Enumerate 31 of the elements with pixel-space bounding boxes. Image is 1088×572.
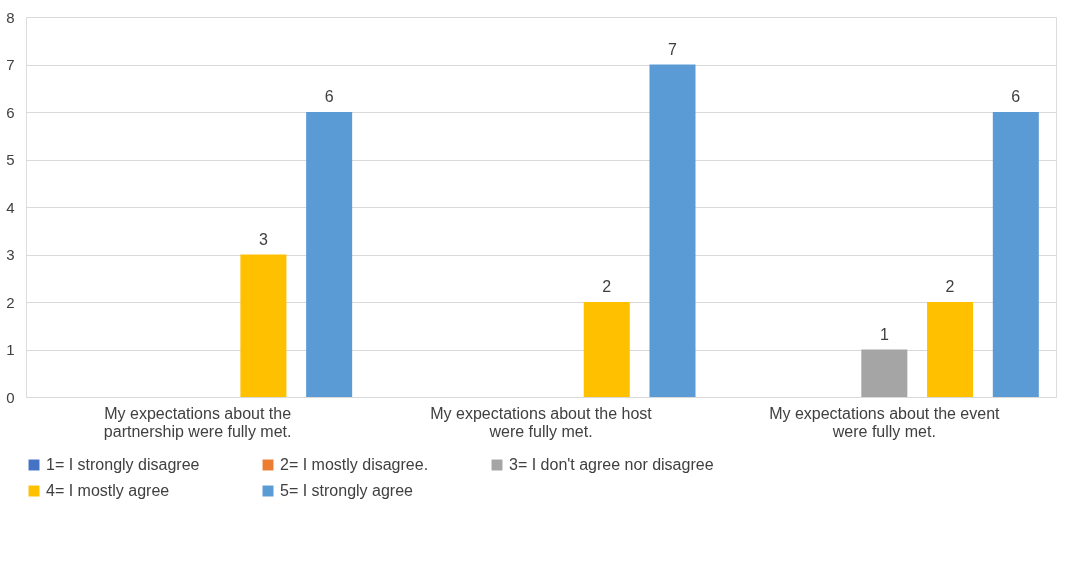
legend-label: 5= I strongly agree: [280, 482, 414, 499]
data-label: 1: [879, 325, 889, 343]
bar: [583, 302, 630, 397]
bar: [992, 112, 1039, 397]
data-label: 2: [945, 278, 955, 295]
data-label: 6: [1011, 88, 1021, 105]
y-tick-label: 8: [6, 8, 15, 26]
bar: [861, 349, 908, 397]
bar: [649, 64, 696, 397]
data-label: 6: [324, 88, 334, 105]
data-label: 7: [668, 40, 678, 58]
x-tick-label: My expectations about the host were fully met.: [430, 404, 653, 440]
data-label: 3: [258, 230, 268, 248]
y-tick-label: 2: [6, 293, 15, 311]
y-tick-label: 4: [6, 198, 15, 216]
bar: [927, 302, 974, 397]
y-tick-label: 7: [6, 56, 15, 73]
x-tick-label: My expectations about the event were fully met.: [769, 404, 1001, 440]
y-tick-label: 5: [6, 151, 15, 168]
legend-label: 2= I mostly disagree.: [280, 456, 429, 473]
y-tick-label: 0: [6, 388, 15, 406]
bar: [306, 112, 353, 397]
y-tick-label: 6: [6, 103, 15, 121]
x-tick-label: My expectations about the partnership were fully met.: [103, 404, 292, 440]
y-tick-label: 1: [6, 341, 15, 358]
legend-label: 1= I strongly disagree: [46, 456, 200, 473]
legend-label: 4= I mostly agree: [46, 482, 170, 499]
legend-label: 3= I don't agree nor disagree: [509, 456, 714, 473]
data-label: 2: [602, 278, 612, 295]
y-tick-label: 3: [6, 246, 15, 263]
bar: [240, 254, 287, 397]
